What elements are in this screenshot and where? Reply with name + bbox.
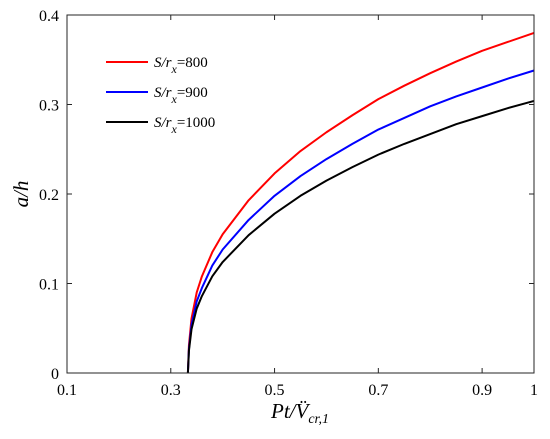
legend-label: S/rx=900 (154, 85, 208, 106)
y-tick-label: 0.2 (39, 187, 59, 204)
x-tick-label: 0.1 (57, 382, 77, 399)
series-line-3 (186, 99, 535, 374)
y-tick-label: 0 (51, 366, 59, 383)
legend: S/rx=800 S/rx=900 S/rx=1000 (106, 55, 215, 136)
series-line-1 (186, 31, 535, 374)
x-axis-label: Pt/V̈cr,1 (270, 399, 329, 427)
x-tick-label: 0.3 (161, 382, 181, 399)
legend-label: S/rx=800 (154, 55, 208, 76)
x-tick-label: 1 (530, 382, 538, 399)
y-axis-label: a/h (9, 181, 33, 208)
series-layer (186, 31, 535, 374)
y-tick-label: 0.3 (39, 98, 59, 115)
series-line-2 (186, 69, 535, 374)
y-tick-label: 0.4 (39, 8, 59, 25)
x-tick-label: 0.7 (368, 382, 388, 399)
x-axis: 0.1 0.3 0.5 0.7 0.9 1 (57, 15, 538, 399)
x-tick-label: 0.9 (472, 382, 492, 399)
legend-label: S/rx=1000 (154, 115, 215, 136)
plot-background (67, 15, 534, 373)
y-axis: 0 0.1 0.2 0.3 0.4 (39, 8, 534, 383)
y-tick-label: 0.1 (39, 277, 59, 294)
x-tick-label: 0.5 (265, 382, 285, 399)
